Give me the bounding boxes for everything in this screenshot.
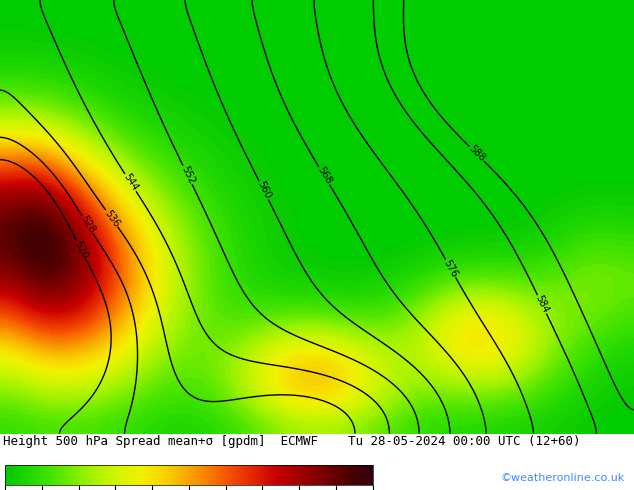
Text: 552: 552 [179,164,196,186]
Text: Height 500 hPa Spread mean+σ [gpdm]  ECMWF    Tu 28-05-2024 00:00 UTC (12+60): Height 500 hPa Spread mean+σ [gpdm] ECMW… [3,435,581,448]
Text: 520: 520 [72,240,90,261]
Text: 560: 560 [255,180,273,201]
Text: 544: 544 [121,172,139,193]
Text: 584: 584 [533,294,550,315]
Text: 588: 588 [467,144,487,164]
Text: ©weatheronline.co.uk: ©weatheronline.co.uk [500,472,624,483]
Text: 536: 536 [102,208,121,229]
Text: 528: 528 [78,214,96,235]
Text: 568: 568 [315,165,333,186]
Text: 576: 576 [442,258,460,279]
